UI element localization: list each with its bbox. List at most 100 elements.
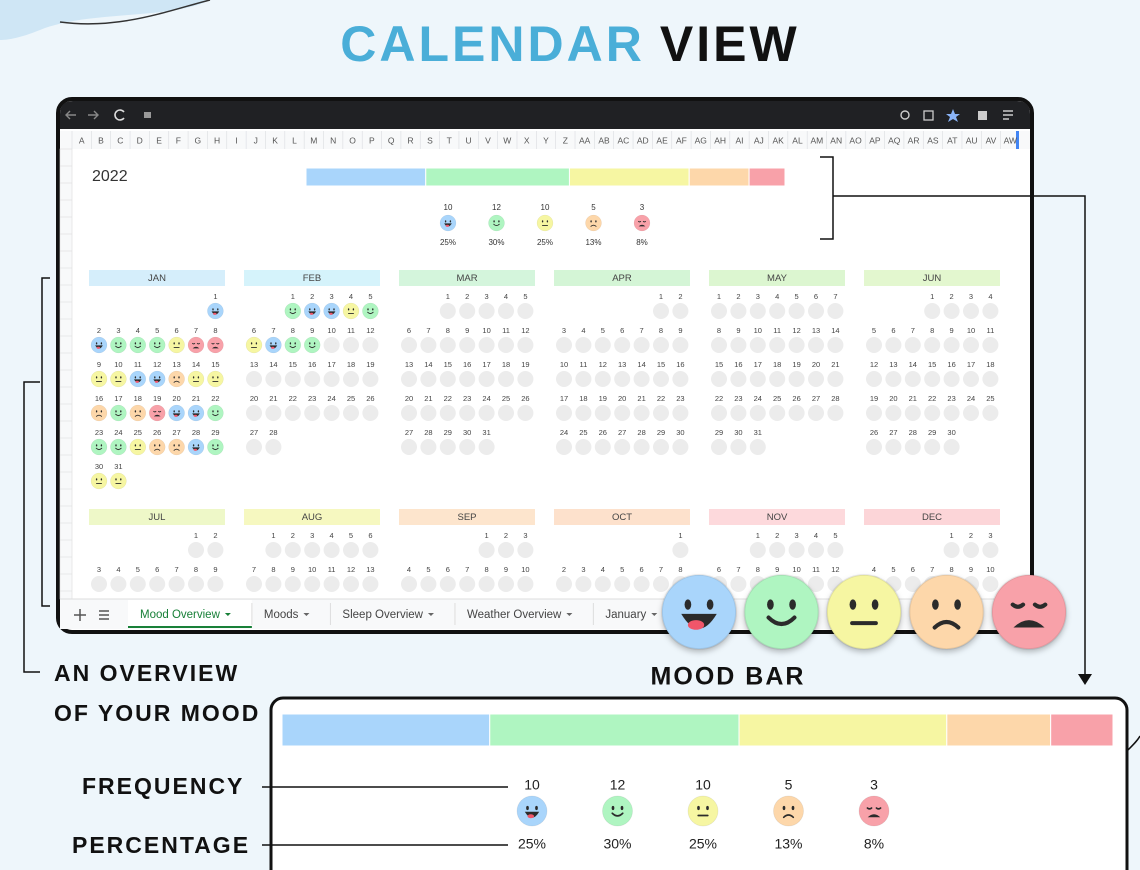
day-empty [730, 405, 747, 421]
month-name: AUG [302, 512, 323, 523]
sheet-tab[interactable]: January [605, 609, 646, 621]
face-background [633, 214, 651, 232]
day-number: 26 [599, 428, 607, 437]
tab-dropdown[interactable] [566, 613, 573, 616]
day-number: 19 [599, 394, 607, 403]
sheet-tab[interactable]: Sleep Overview [342, 609, 423, 621]
face-tongue [527, 814, 535, 819]
tab-dropdown[interactable] [651, 613, 658, 616]
face-eye [120, 444, 122, 447]
sheet-tab[interactable]: Weather Overview [467, 609, 562, 621]
day-number: 28 [192, 428, 200, 437]
face-eye [212, 376, 214, 379]
tab-dropdown[interactable] [224, 613, 231, 616]
day-number: 1 [485, 531, 489, 540]
month-name: NOV [767, 512, 788, 523]
tab-dropdown[interactable] [427, 613, 434, 616]
column-header: AA [579, 135, 591, 145]
day-number: 3 [97, 565, 101, 574]
day-number: 15 [444, 360, 452, 369]
face-eye [197, 376, 200, 379]
day-empty [866, 371, 882, 387]
reload-button[interactable] [114, 109, 125, 121]
day-number: 30 [95, 462, 103, 471]
day-number: 6 [252, 326, 256, 335]
day-number: 1 [717, 292, 721, 301]
face-eye [217, 410, 219, 413]
zoom-mood-percentage: 30% [603, 836, 631, 852]
face-background [661, 574, 737, 650]
day-empty [498, 337, 514, 353]
zoom-mood-percentage: 25% [518, 836, 546, 852]
day-empty [963, 405, 979, 421]
day-empty [943, 439, 960, 455]
reading-list-icon[interactable] [1003, 110, 1013, 120]
mood-bar-segment [305, 167, 427, 187]
day-empty [633, 405, 650, 421]
all-sheets-button[interactable] [99, 610, 109, 620]
face-mouth [153, 414, 161, 417]
sheet-tab[interactable]: Mood Overview [140, 609, 221, 621]
zoom-mood-count: 10 [524, 777, 540, 793]
month-name: OCT [612, 512, 632, 523]
day-number: 22 [657, 394, 665, 403]
browser-frame [56, 97, 1034, 634]
face-eye [120, 478, 122, 481]
day-number: 13 [250, 360, 258, 369]
zoom-mood-bar-segment [281, 713, 491, 747]
share-icon[interactable] [923, 110, 934, 121]
column-header: AQ [888, 135, 901, 145]
extensions-icon[interactable] [978, 111, 987, 120]
face-tongue [309, 312, 314, 315]
title-rest: VIEW [660, 16, 800, 72]
bookmark-star[interactable] [946, 109, 960, 122]
face-eye [100, 478, 103, 481]
day-number: 16 [463, 360, 471, 369]
day-number: 1 [271, 531, 275, 540]
day-number: 6 [368, 531, 372, 540]
month-header [89, 270, 225, 286]
day-empty [323, 405, 340, 421]
back-button[interactable] [65, 110, 76, 120]
day-empty [904, 576, 921, 592]
day-empty [808, 303, 824, 319]
day-number: 11 [134, 360, 142, 369]
day-number: 4 [116, 565, 120, 574]
day-empty [963, 371, 979, 387]
day-number: 3 [485, 292, 489, 301]
day-empty [672, 542, 689, 558]
selected-column-marker [1016, 131, 1019, 149]
column-header: W [503, 135, 511, 145]
day-empty [788, 337, 805, 353]
day-number: 6 [175, 326, 179, 335]
face-eye [294, 308, 296, 311]
mood-bar-label: MOOD BAR [651, 663, 806, 691]
sheet-tab[interactable]: Moods [264, 609, 299, 621]
day-number: 29 [211, 428, 219, 437]
zoom-icon[interactable] [900, 110, 910, 120]
face-eye [333, 308, 335, 311]
day-empty [653, 371, 669, 387]
day-number: 26 [870, 428, 878, 437]
forward-button[interactable] [88, 110, 99, 120]
day-empty [730, 576, 747, 592]
day-number: 9 [775, 565, 779, 574]
day-empty [885, 371, 902, 387]
day-empty [439, 303, 456, 319]
face-eye [493, 220, 495, 223]
day-number: 7 [659, 565, 663, 574]
day-mood [129, 438, 147, 456]
day-empty [943, 405, 960, 421]
tab-dropdown[interactable] [303, 613, 310, 616]
day-number: 6 [407, 326, 411, 335]
add-sheet-button[interactable] [74, 609, 86, 621]
day-mood [187, 336, 205, 354]
day-number: 8 [950, 565, 954, 574]
face-eye [100, 376, 103, 379]
day-number: 27 [812, 394, 820, 403]
day-number: 7 [271, 326, 275, 335]
day-number: 20 [172, 394, 180, 403]
month-header [399, 509, 535, 525]
day-empty [808, 337, 824, 353]
